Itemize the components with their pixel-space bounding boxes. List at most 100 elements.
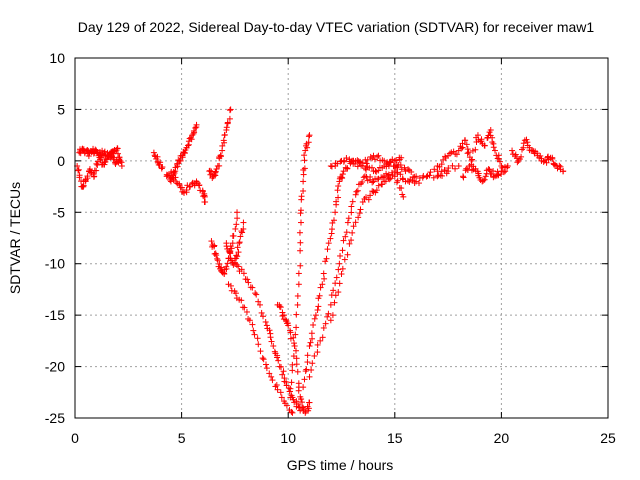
y-tick-label: -25 — [45, 410, 65, 426]
data-point — [294, 301, 301, 308]
data-point — [295, 387, 302, 394]
data-point — [278, 363, 285, 370]
plot-frame — [74, 57, 609, 419]
data-point — [272, 383, 279, 390]
data-point — [445, 168, 452, 175]
data-point — [327, 301, 334, 308]
data-point — [285, 322, 292, 329]
data-point — [277, 304, 284, 311]
data-point — [343, 155, 350, 162]
data-point — [495, 171, 502, 178]
data-point — [293, 324, 300, 331]
data-point — [495, 155, 502, 162]
data-point — [249, 321, 256, 328]
data-point — [348, 237, 355, 244]
data-point — [357, 158, 364, 165]
data-point — [246, 317, 253, 324]
data-point — [295, 400, 302, 407]
data-point — [357, 206, 364, 213]
data-point — [297, 262, 304, 269]
data-point — [226, 115, 233, 122]
data-point — [496, 158, 503, 165]
data-point — [367, 173, 374, 180]
data-point — [469, 156, 476, 163]
data-point — [375, 175, 382, 182]
data-point — [393, 157, 400, 164]
data-point — [487, 127, 494, 133]
data-point — [504, 163, 511, 169]
data-point — [325, 310, 332, 317]
data-point — [202, 199, 209, 205]
data-point — [328, 226, 335, 233]
data-point — [325, 240, 332, 247]
data-point — [459, 140, 466, 147]
data-point — [354, 163, 361, 170]
data-point — [537, 152, 544, 159]
data-point — [336, 280, 343, 287]
data-point — [330, 217, 337, 224]
data-point — [353, 188, 360, 195]
data-point — [85, 153, 92, 160]
data-point — [300, 188, 307, 195]
data-point — [365, 196, 372, 203]
x-tick-label: 25 — [600, 430, 616, 446]
data-point — [208, 238, 215, 245]
data-point — [233, 252, 240, 259]
data-point — [335, 289, 342, 296]
data-point — [234, 209, 241, 216]
data-point — [419, 174, 426, 181]
data-point — [213, 252, 220, 259]
data-point — [305, 133, 312, 140]
data-point — [344, 219, 351, 226]
data-point — [401, 164, 408, 171]
data-point — [274, 354, 281, 361]
data-point — [332, 292, 339, 299]
data-point — [292, 331, 299, 338]
data-point — [275, 357, 282, 364]
data-point — [431, 166, 438, 173]
data-point — [301, 376, 308, 383]
data-point — [343, 229, 350, 236]
data-point — [340, 168, 347, 175]
data-point — [257, 348, 264, 355]
data-point — [306, 343, 313, 349]
data-point — [211, 243, 218, 250]
data-point — [315, 303, 322, 310]
data-point — [295, 281, 302, 288]
data-point — [237, 233, 244, 240]
data-point — [221, 271, 228, 277]
data-point — [214, 257, 221, 264]
data-point — [116, 154, 123, 161]
data-point — [291, 343, 298, 349]
data-point — [226, 107, 233, 114]
data-point — [224, 119, 231, 126]
data-point — [335, 194, 342, 201]
data-point — [216, 260, 223, 267]
y-tick-label: -15 — [45, 307, 65, 323]
data-point — [258, 309, 265, 316]
data-point — [240, 270, 247, 277]
data-point — [201, 193, 208, 200]
x-tick-label: 15 — [387, 430, 403, 446]
data-point — [224, 260, 231, 267]
data-point — [305, 405, 312, 412]
chart-title: Day 129 of 2022, Sidereal Day-to-day VTE… — [78, 19, 595, 35]
data-point — [268, 373, 275, 380]
data-point — [345, 215, 352, 222]
data-point — [174, 163, 181, 170]
data-point — [386, 176, 393, 183]
data-point — [441, 167, 448, 174]
data-point — [306, 373, 313, 380]
data-point — [333, 274, 340, 281]
data-point — [342, 233, 349, 240]
data-point — [227, 250, 234, 257]
data-point — [114, 150, 121, 157]
data-point — [478, 136, 485, 143]
data-point — [556, 162, 563, 169]
data-point — [304, 352, 311, 359]
data-point — [334, 187, 341, 194]
data-point — [86, 166, 93, 173]
y-tick-label: -10 — [45, 256, 65, 272]
data-point — [386, 159, 393, 166]
